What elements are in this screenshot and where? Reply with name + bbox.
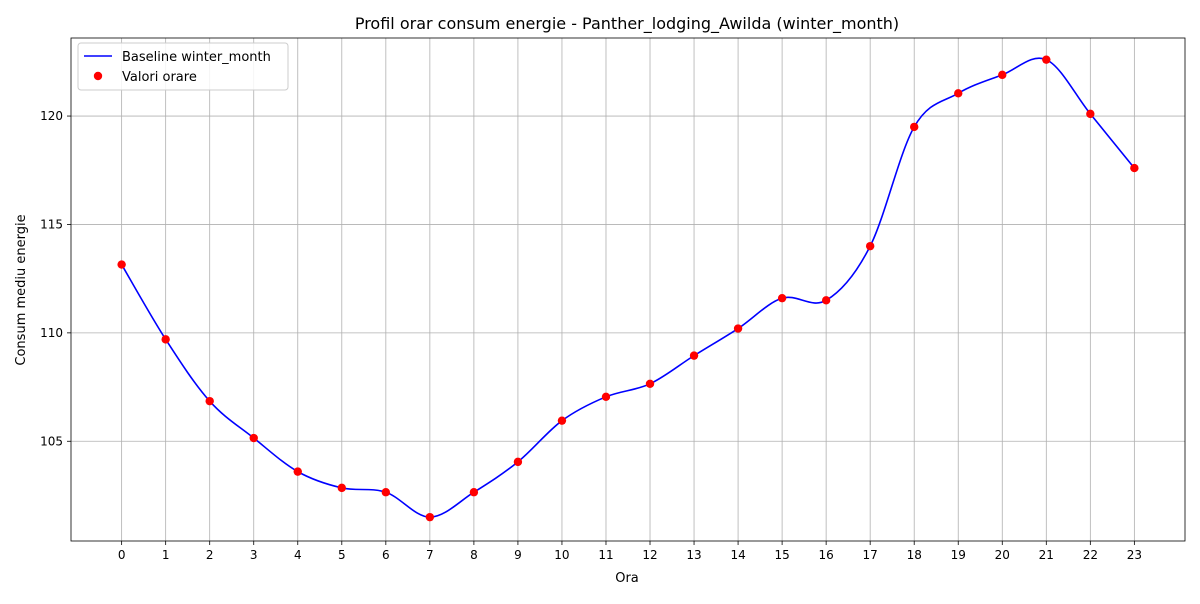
x-tick-label: 12 xyxy=(642,548,657,562)
x-tick-label: 20 xyxy=(995,548,1010,562)
x-tick-label: 19 xyxy=(951,548,966,562)
hourly-value-point xyxy=(1086,109,1095,119)
baseline-series-line xyxy=(120,57,1135,518)
x-tick-label: 18 xyxy=(907,548,922,562)
hourly-value-point xyxy=(998,70,1007,80)
x-tick-label: 21 xyxy=(1039,548,1054,562)
hourly-value-point xyxy=(910,122,919,132)
plot-frame xyxy=(70,37,1186,542)
hourly-value-point xyxy=(954,89,963,98)
y-tick-label: 105 xyxy=(40,434,63,448)
x-tick-label: 23 xyxy=(1127,548,1142,562)
x-tick-label: 2 xyxy=(206,548,214,562)
hourly-value-point xyxy=(821,296,831,305)
x-tick-label: 14 xyxy=(730,548,745,562)
x-tick-label: 16 xyxy=(819,548,834,562)
y-axis-label: Consum mediu energie xyxy=(14,214,29,365)
grid-lines xyxy=(71,38,1185,541)
x-axis-label: Ora xyxy=(615,571,639,586)
legend-label: Baseline winter_month xyxy=(122,50,271,65)
hourly-value-point xyxy=(293,467,302,476)
hourly-value-point xyxy=(557,416,567,425)
hourly-value-point xyxy=(865,241,875,251)
x-tick-label: 22 xyxy=(1083,548,1098,562)
hourly-value-point xyxy=(1130,163,1139,173)
hourly-value-point xyxy=(733,324,743,333)
hourly-value-point xyxy=(689,351,699,360)
hourly-value-point xyxy=(381,488,391,497)
x-tick-label: 6 xyxy=(382,548,390,562)
hourly-value-point xyxy=(425,512,435,522)
hourly-value-point xyxy=(645,379,655,389)
hourly-value-point xyxy=(161,335,170,344)
plot-area xyxy=(117,55,1139,522)
chart-title: Profil orar consum energie - Panther_lod… xyxy=(355,14,899,34)
x-tick-label: 9 xyxy=(514,548,522,562)
y-tick-label: 115 xyxy=(40,217,63,231)
y-tick-label: 120 xyxy=(40,109,63,123)
x-tick-label: 13 xyxy=(686,548,701,562)
legend: Baseline winter_month Valori orare xyxy=(77,42,289,91)
x-tick-label: 17 xyxy=(863,548,878,562)
x-tick-label: 10 xyxy=(554,548,569,562)
hourly-value-point xyxy=(205,396,214,406)
hourly-value-point xyxy=(1042,55,1051,64)
legend-box xyxy=(77,42,289,91)
hourly-value-point xyxy=(777,293,787,303)
hourly-value-point xyxy=(337,483,346,493)
legend-point-marker xyxy=(93,71,103,81)
hourly-value-point xyxy=(469,488,479,497)
hourly-value-point xyxy=(117,260,126,269)
x-tick-label: 5 xyxy=(338,548,346,562)
legend-label: Valori orare xyxy=(122,70,197,85)
x-tick-label: 8 xyxy=(470,548,478,562)
x-tick-label: 7 xyxy=(426,548,434,562)
x-tick-label: 0 xyxy=(118,548,126,562)
x-tick-label: 15 xyxy=(774,548,789,562)
x-tick-label: 4 xyxy=(294,548,302,562)
hourly-value-point xyxy=(249,433,258,443)
y-tick-label: 110 xyxy=(40,326,63,340)
hourly-value-point xyxy=(513,457,523,467)
x-tick-label: 1 xyxy=(162,548,170,562)
hourly-value-point xyxy=(601,392,611,402)
x-tick-label: 3 xyxy=(250,548,258,562)
axes: 0 1 2 3 4 5 6 7 8 9 10 11 12 13 14 15 16 17 18 19 20 21 22 2310… xyxy=(40,37,1186,562)
x-tick-label: 11 xyxy=(598,548,613,562)
